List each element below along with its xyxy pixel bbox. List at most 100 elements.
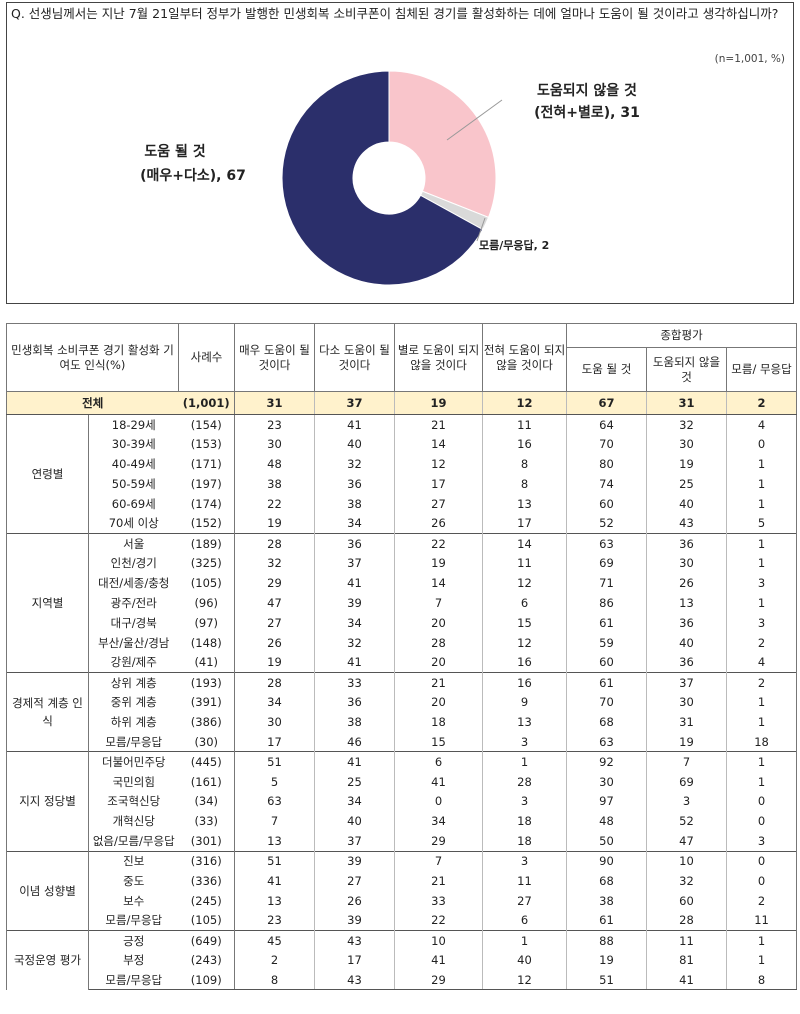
header-somewhat-helpful: 다소 도움이 될 것이다 xyxy=(314,323,395,392)
row-value: 7 xyxy=(394,593,483,613)
row-value: 30 xyxy=(566,771,647,792)
row-count: (336) xyxy=(178,870,235,891)
row-value: 40 xyxy=(482,950,567,971)
row-label: 60-69세 xyxy=(111,496,156,511)
table-row: 중위 계층 (391) 34 36 20 9 70 30 1 xyxy=(7,692,798,713)
row-value: 63 xyxy=(234,791,315,812)
row-value: 68 xyxy=(566,870,647,891)
row-label: 18-29세 xyxy=(88,414,179,435)
row-value: 21 xyxy=(394,671,483,693)
row-value: 36 xyxy=(314,474,395,494)
row-value: 2 xyxy=(726,890,798,911)
row-label: 더불어민주당 xyxy=(88,751,179,772)
row-value: 69 xyxy=(566,553,647,574)
row-value: 51 xyxy=(234,850,315,871)
table-row: 인천/경기 (325) 32 37 19 11 69 30 1 xyxy=(7,553,798,574)
row-value: 3 xyxy=(726,831,798,852)
row-value: 48 xyxy=(234,454,315,475)
row-label: 50-59세 xyxy=(111,476,156,491)
row-value: 92 xyxy=(566,751,647,772)
row-value: 19 xyxy=(234,513,315,534)
row-label: 긍정 xyxy=(88,929,179,951)
row-count: (391) xyxy=(178,692,235,713)
total-value: 67 xyxy=(566,391,647,415)
row-value: 0 xyxy=(726,791,798,812)
row-count: (105) xyxy=(178,573,235,594)
header-not-very-helpful: 별로 도움이 되지 않을 것이다 xyxy=(394,323,483,392)
row-value: 69 xyxy=(646,771,727,792)
table-row: 70세 이상 (152) 19 34 26 17 52 43 5 xyxy=(7,513,798,534)
row-count: (243) xyxy=(178,950,235,971)
header-category: 민생회복 소비쿠폰 경기 활성화 기여도 인식(%) xyxy=(6,323,179,392)
row-value: 68 xyxy=(566,712,647,732)
table-row: 지역별 서울 (189) 28 36 22 14 63 36 1 xyxy=(6,533,798,673)
row-value: 26 xyxy=(314,890,395,911)
row-label: 부정 xyxy=(123,953,145,968)
row-value: 1 xyxy=(482,751,567,772)
row-value: 48 xyxy=(566,811,647,832)
row-value: 7 xyxy=(646,751,727,772)
row-value: 30 xyxy=(646,692,727,713)
row-value: 7 xyxy=(394,850,483,871)
row-value: 23 xyxy=(234,414,315,435)
row-label: 보수 xyxy=(123,893,145,908)
chart-panel: Q. 선생님께서는 지난 7월 21일부터 정부가 발행한 민생회복 소비쿠폰이… xyxy=(6,2,794,304)
total-row: 전체 (1,001) 31 37 19 12 67 31 2 xyxy=(6,391,798,415)
row-value: 97 xyxy=(566,791,647,812)
row-label: 없음/모름/무응답 xyxy=(92,833,175,848)
row-value: 64 xyxy=(566,414,647,435)
header-not-helpful: 도움되지 않을 것 xyxy=(646,347,727,392)
row-value: 1 xyxy=(726,751,798,772)
row-count: (154) xyxy=(178,414,235,435)
row-value: 11 xyxy=(482,414,567,435)
row-value: 25 xyxy=(646,474,727,494)
table-row: 부정 (243) 2 17 41 40 19 81 1 xyxy=(7,950,798,971)
row-value: 26 xyxy=(394,513,483,534)
row-value: 26 xyxy=(234,632,315,653)
row-count: (105) xyxy=(178,910,235,931)
row-value: 37 xyxy=(314,831,395,852)
row-value: 12 xyxy=(482,970,567,991)
row-value: 15 xyxy=(482,612,567,633)
row-value: 27 xyxy=(482,890,567,911)
group-label: 연령별 xyxy=(6,413,89,534)
row-value: 11 xyxy=(482,553,567,574)
row-value: 5 xyxy=(726,513,798,534)
row-count: (152) xyxy=(178,513,235,534)
row-value: 4 xyxy=(726,414,798,435)
row-value: 8 xyxy=(482,454,567,475)
row-value: 47 xyxy=(234,593,315,613)
row-value: 51 xyxy=(234,751,315,772)
group-label: 이념 성향별 xyxy=(6,850,89,931)
row-value: 1 xyxy=(726,692,798,713)
group-label: 지역별 xyxy=(6,533,89,673)
table-row: 부산/울산/경남 (148) 26 32 28 12 59 40 2 xyxy=(7,632,798,653)
row-value: 1 xyxy=(726,593,798,613)
row-value: 59 xyxy=(566,632,647,653)
row-value: 3 xyxy=(482,850,567,871)
row-value: 19 xyxy=(234,652,315,673)
row-value: 36 xyxy=(646,612,727,633)
row-value: 27 xyxy=(314,870,395,891)
row-label: 조국혁신당 xyxy=(107,794,161,809)
row-value: 41 xyxy=(394,771,483,792)
row-label: 대전/세종/충청 xyxy=(98,576,170,591)
row-value: 27 xyxy=(394,493,483,514)
row-value: 14 xyxy=(482,533,567,554)
row-label: 30-39세 xyxy=(111,437,156,452)
row-label: 40-49세 xyxy=(111,457,156,472)
row-value: 5 xyxy=(234,771,315,792)
pie-slice xyxy=(281,70,484,286)
row-value: 28 xyxy=(646,910,727,931)
row-value: 13 xyxy=(646,593,727,613)
row-value: 40 xyxy=(646,632,727,653)
row-value: 63 xyxy=(566,533,647,554)
row-value: 0 xyxy=(394,791,483,812)
leader-line xyxy=(476,217,486,242)
row-value: 51 xyxy=(566,970,647,991)
table-row: 50-59세 (197) 38 36 17 8 74 25 1 xyxy=(7,474,798,494)
slice-label: 도움 될 것 xyxy=(144,143,205,160)
row-count: (301) xyxy=(178,831,235,852)
row-label: 중위 계층 xyxy=(110,695,157,710)
row-label: 하위 계층 xyxy=(110,715,157,730)
